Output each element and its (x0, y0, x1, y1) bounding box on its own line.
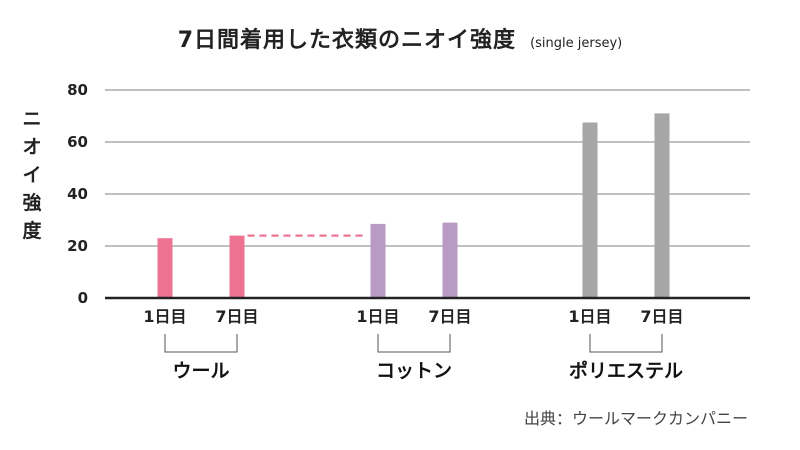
bar (654, 113, 670, 299)
y-axis-label-char: ニ (22, 108, 42, 130)
bar (370, 223, 386, 298)
group-bracket (164, 334, 238, 353)
y-axis-label: ニオイ強度 (20, 105, 44, 245)
x-tick-label: 1日目 (356, 307, 399, 326)
chart-subtitle: (single jersey) (530, 36, 623, 51)
group-label: ウール (172, 360, 229, 382)
x-tick-label: 7日目 (640, 307, 683, 326)
bar (157, 238, 173, 298)
y-tick-label: 80 (67, 81, 88, 99)
bar (442, 222, 458, 298)
y-axis-label-char: イ (22, 164, 42, 186)
group-label: ポリエステル (569, 359, 683, 382)
group-bracket (377, 334, 451, 353)
bar (582, 122, 598, 298)
x-tick-label: 1日目 (143, 307, 186, 326)
group-label: コットン (376, 360, 452, 382)
y-axis-label-char: オ (22, 136, 42, 158)
y-tick-label: 60 (67, 133, 88, 151)
y-tick-label: 40 (67, 185, 88, 203)
y-axis-label-char: 強 (22, 192, 42, 214)
x-tick-label: 7日目 (428, 307, 471, 326)
bar (229, 235, 245, 298)
x-tick-label: 7日目 (215, 307, 258, 326)
source-note: 出典：ウールマークカンパニー (523, 409, 748, 428)
y-tick-label: 0 (78, 289, 88, 307)
chart-title-block: 7日間着用した衣類のニオイ強度 (single jersey) (0, 22, 800, 54)
group-bracket (589, 334, 663, 353)
y-tick-label: 20 (67, 237, 88, 255)
chart-title: 7日間着用した衣類のニオイ強度 (177, 28, 517, 53)
x-tick-label: 1日目 (568, 307, 611, 326)
y-axis-label-char: 度 (22, 220, 42, 242)
